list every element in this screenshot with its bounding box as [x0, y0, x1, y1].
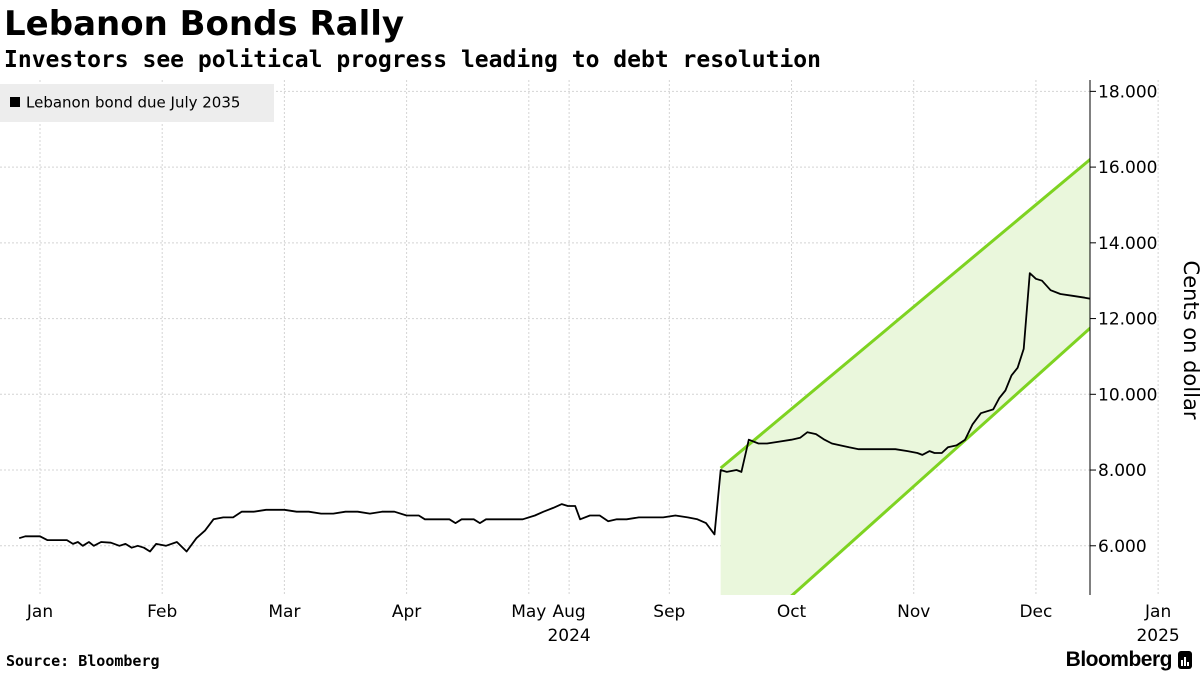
channel-upper-line — [719, 157, 1090, 470]
channel-lower-line — [790, 326, 1090, 595]
x-tick-label: Jan — [26, 602, 53, 622]
y-tick-label: 18.000 — [1098, 82, 1157, 102]
legend-background — [0, 84, 274, 122]
channel-fill — [720, 159, 1090, 595]
y-tick-label: 12.000 — [1098, 310, 1157, 330]
y-tick-label: 6.000 — [1098, 537, 1147, 557]
y-tick-label: 16.000 — [1098, 158, 1157, 178]
x-tick-label: Mar — [268, 602, 300, 622]
x-tick-label: Oct — [777, 602, 807, 622]
x-tick-label: Dec — [1019, 602, 1052, 622]
x-tick-label: Jan — [1144, 602, 1171, 622]
bar-chart-icon — [1178, 651, 1192, 669]
legend-label: Lebanon bond due July 2035 — [26, 94, 240, 112]
bloomberg-logo: Bloomberg — [1066, 648, 1192, 672]
x-tick-label: Aug — [553, 602, 586, 622]
y-tick-label: 10.000 — [1098, 385, 1157, 405]
legend-swatch — [10, 97, 20, 107]
x-tick-label: Sep — [653, 602, 685, 622]
y-tick-label: 8.000 — [1098, 461, 1147, 481]
chart-title: Lebanon Bonds Rally — [4, 4, 405, 44]
chart-subtitle: Investors see political progress leading… — [4, 47, 821, 73]
axis-layer: 6.000 8.000 10.000 12.000 14.000 16.000 18.000… — [26, 80, 1200, 646]
brand-wordmark: Bloomberg — [1065, 648, 1173, 671]
x-tick-label: Apr — [392, 602, 421, 622]
source-note: Source: Bloomberg — [6, 652, 160, 670]
series-line — [18, 272, 1090, 553]
trend-channel — [719, 157, 1090, 595]
grid-layer — [0, 80, 1159, 595]
legend: Lebanon bond due July 2035 — [0, 84, 274, 122]
y-tick-label: 14.000 — [1098, 234, 1157, 254]
x-year-label: 2024 — [547, 626, 590, 646]
x-tick-label: Nov — [897, 602, 930, 622]
series-layer — [18, 272, 1090, 553]
x-tick-label: Feb — [147, 602, 177, 622]
x-tick-label: May — [511, 602, 546, 622]
y-axis-label: Cents on dollar — [1179, 261, 1200, 420]
x-year-label: 2025 — [1136, 626, 1179, 646]
